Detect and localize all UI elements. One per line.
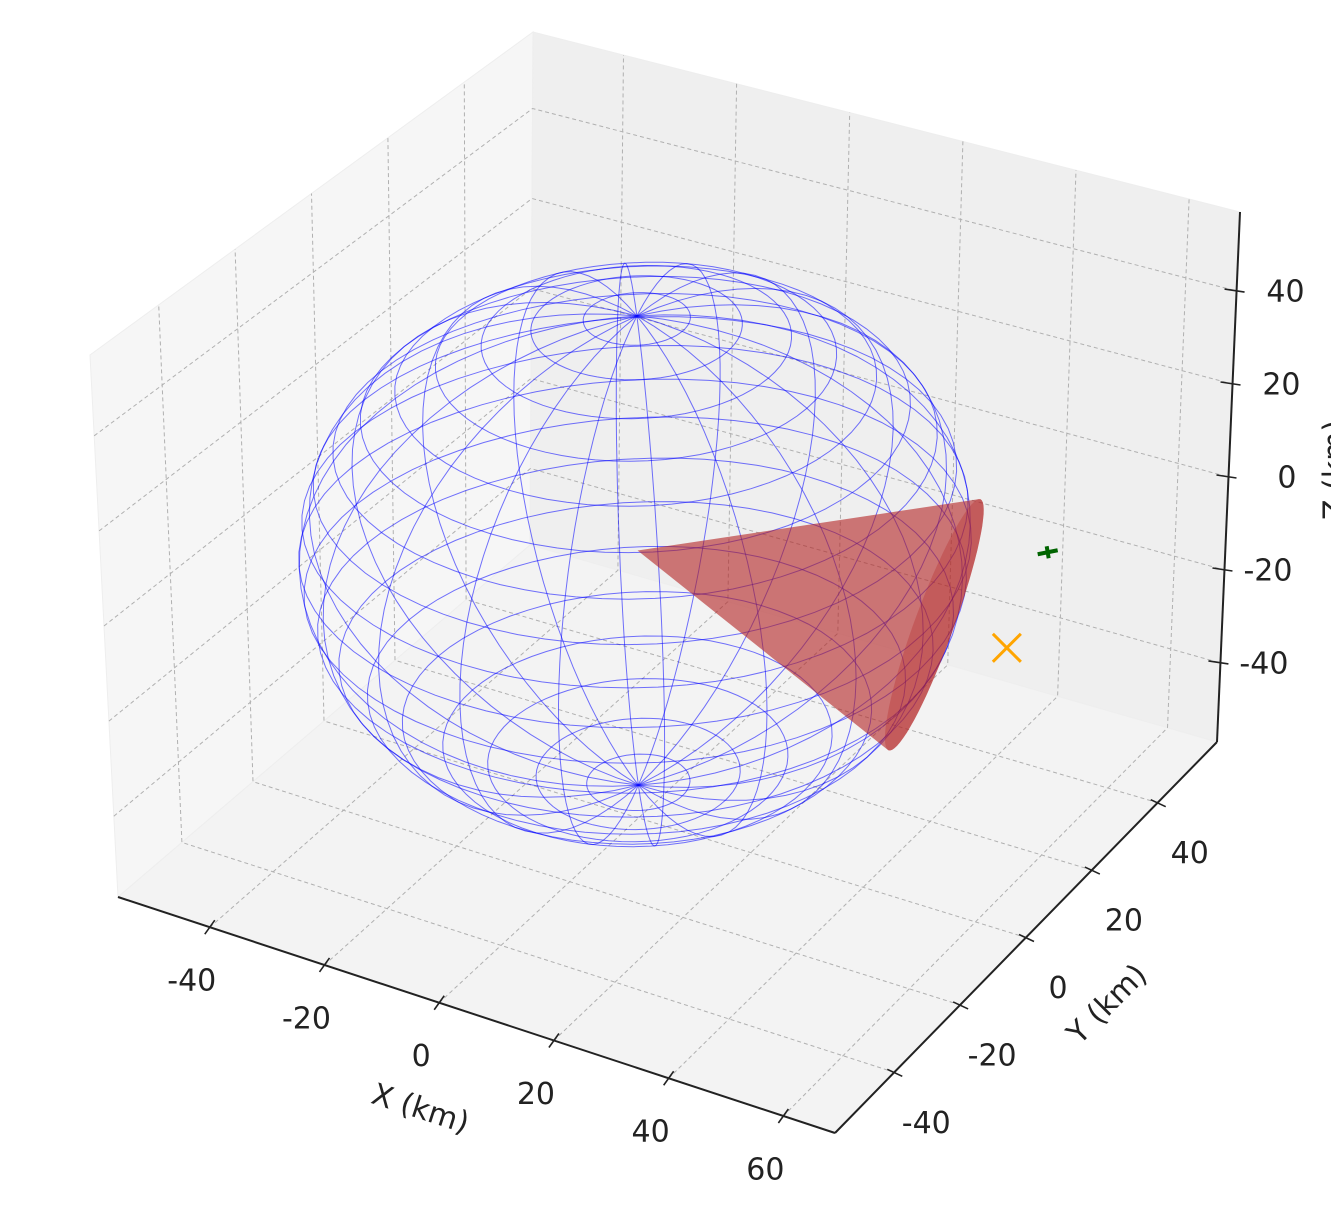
y-axis-label: Y (km) [1060,957,1155,1052]
panes [89,31,1241,1134]
y-tick-label: -20 [968,1038,1017,1073]
x-axis-label: X (km) [367,1077,473,1141]
x-tick-label: -20 [282,1001,331,1036]
sphere-parallel [586,753,691,811]
x-axis [117,896,836,1134]
grid-line [209,54,624,928]
sphere-parallel [312,316,958,646]
y-tick-label: 40 [1171,836,1209,871]
cone-base [884,499,984,751]
z-tick-label: -20 [1243,553,1292,588]
grid-line [311,193,1027,938]
grid-line [113,467,1221,817]
grid-line [158,304,895,1073]
grid-line [93,107,1237,437]
z-tick [1216,474,1237,479]
sphere-parallel [301,344,969,689]
cone-surface [637,499,984,751]
sphere-parallel [298,378,972,729]
z-tick-label: 20 [1262,368,1300,403]
grid-line [783,198,1190,1117]
grid [93,54,1237,1117]
z-tick [1208,660,1229,665]
sphere-parallel [332,293,938,600]
x-tick-label: 40 [632,1115,670,1150]
z-tick-label: 40 [1266,275,1304,310]
sphere-parallel [435,261,838,462]
sphere-parallel [480,264,793,420]
grid-line [234,249,961,1006]
x-tick-label: 0 [412,1039,431,1074]
y-tick-label: 0 [1048,971,1067,1006]
y-tick-label: 20 [1105,904,1143,939]
x-tick-label: 60 [746,1153,784,1188]
sphere-parallel [303,416,967,764]
y-axis [834,741,1218,1134]
sphere-parallel [582,292,691,346]
z-tick-label: -40 [1239,646,1288,681]
marks [298,261,1059,848]
z-tick [1224,288,1245,293]
sphere-parallel [487,678,789,843]
z-tick [1212,567,1233,572]
x-tick-label: 20 [517,1077,555,1112]
z-axis-label: Z (km) [1318,420,1331,520]
sphere-parallel [535,717,741,831]
grid-line [438,112,851,1004]
grid-line [463,82,1158,804]
grid-line [668,170,1077,1079]
z-tick-label: 0 [1277,461,1296,496]
point-marker [1037,545,1059,559]
z-axis [1216,211,1241,743]
point-marker [991,632,1022,663]
x-tick-label: -40 [167,964,216,999]
y-tick-label: -40 [902,1106,951,1141]
grid-line [108,377,1225,722]
sphere-parallel [360,276,911,554]
z-tick [1220,381,1241,386]
